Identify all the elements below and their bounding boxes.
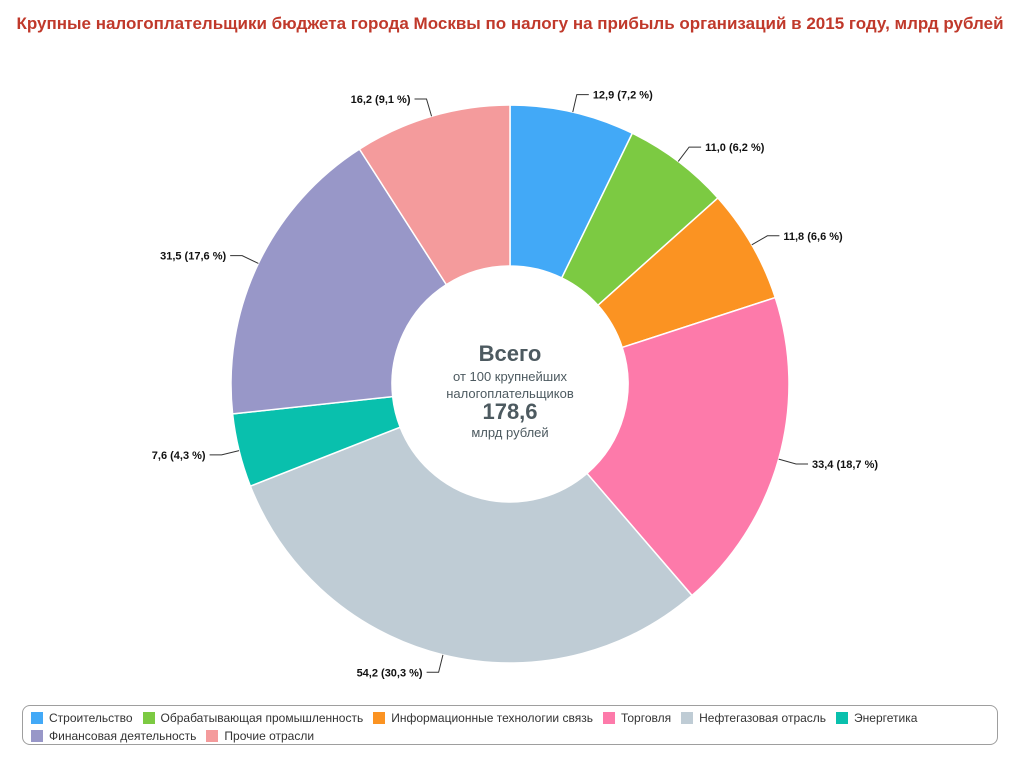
- legend-label: Нефтегазовая отрасль: [699, 710, 827, 725]
- legend-item-1[interactable]: Обрабатывающая промышленность: [142, 710, 364, 725]
- center-total: 178,6: [482, 399, 537, 424]
- data-label-5: 7,6 (4,3 %): [152, 450, 206, 462]
- legend-item-4[interactable]: Нефтегазовая отрасль: [681, 710, 826, 725]
- legend-label: Информационные технологии связь: [391, 710, 593, 725]
- legend-swatch: [836, 711, 849, 724]
- legend-item-3[interactable]: Торговля: [602, 710, 672, 725]
- donut-chart: 12,9 (7,2 %) 11,0 (6,2 %) 11,8 (6,6 %) 33,4…: [152, 90, 879, 680]
- legend-label: Прочие отрасли: [224, 728, 315, 743]
- legend-item-7[interactable]: Прочие отрасли: [206, 728, 314, 743]
- legend-item-0[interactable]: Строительство: [31, 710, 133, 725]
- leader-line-7: [414, 98, 433, 117]
- data-label-4: 54,2 (30,3 %): [357, 667, 423, 679]
- slice-4[interactable]: [249, 426, 694, 664]
- chart-title: Крупные налогоплательщики бюджета города…: [16, 14, 1004, 33]
- legend-label: Обрабатывающая промышленность: [160, 710, 364, 725]
- legend-swatch: [602, 711, 615, 724]
- legend-item-6[interactable]: Финансовая деятельность: [31, 728, 196, 743]
- legend-label: Финансовая деятельность: [49, 728, 197, 743]
- leader-line-3: [778, 458, 809, 465]
- legend-label: Энергетика: [854, 710, 918, 725]
- legend-swatch: [31, 711, 43, 724]
- leader-line-5: [209, 450, 240, 456]
- data-label-7: 16,2 (9,1 %): [351, 94, 411, 106]
- legend-label: Строительство: [49, 710, 133, 725]
- data-label-6: 31,5 (17,6 %): [160, 251, 226, 263]
- leader-line-0: [572, 94, 589, 113]
- leader-line-2: [751, 235, 780, 246]
- legend-swatch: [681, 711, 694, 724]
- chart-legend: Строительство Обрабатывающая промышленнос…: [22, 705, 998, 745]
- legend-label: Торговля: [620, 710, 672, 725]
- data-label-1: 11,0 (6,2 %): [705, 142, 765, 154]
- center-line-2: налогоплательщиков: [446, 386, 574, 401]
- legend-swatch: [142, 711, 155, 724]
- legend-swatch: [206, 729, 219, 742]
- center-unit: млрд рублей: [471, 425, 548, 440]
- slice-7[interactable]: [358, 104, 511, 286]
- data-label-2: 11,8 (6,6 %): [783, 231, 843, 243]
- legend-swatch: [373, 711, 386, 724]
- leader-line-6: [230, 255, 259, 264]
- legend-swatch: [31, 729, 43, 742]
- legend-item-5[interactable]: Энергетика: [836, 710, 917, 725]
- slice-6[interactable]: [230, 148, 448, 415]
- center-heading: Всего: [479, 341, 542, 366]
- legend-item-2[interactable]: Информационные технологии связь: [373, 710, 593, 725]
- slice-3[interactable]: [585, 296, 790, 597]
- leader-line-4: [426, 654, 444, 673]
- leader-line-1: [677, 146, 702, 162]
- data-label-3: 33,4 (18,7 %): [812, 459, 878, 471]
- data-label-0: 12,9 (7,2 %): [593, 90, 653, 102]
- center-line-1: от 100 крупнейших: [453, 369, 567, 384]
